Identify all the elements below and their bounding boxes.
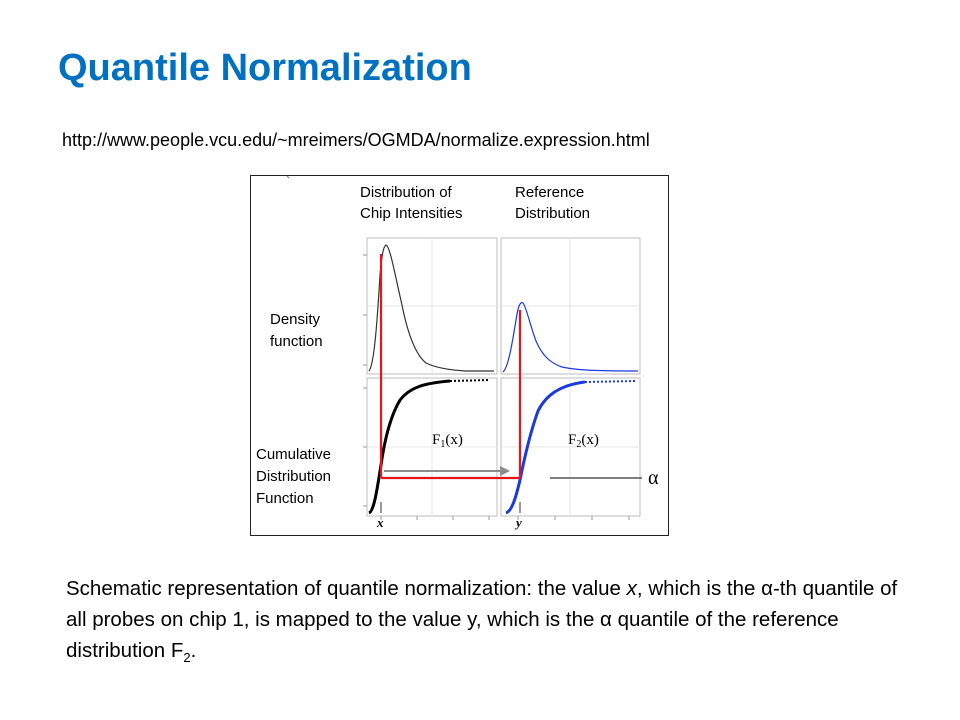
panel-reference-cdf bbox=[500, 377, 641, 517]
panel-chip-density bbox=[366, 237, 498, 375]
figure-caption: Schematic representation of quantile nor… bbox=[66, 577, 898, 666]
red-mapping-path bbox=[379, 254, 522, 480]
cdf-label-line1: Cumulative bbox=[256, 446, 331, 463]
chip-density-curve bbox=[368, 244, 494, 372]
quantile-normalization-figure: Distribution of Chip Intensities Referen… bbox=[250, 175, 669, 536]
density-label-line2: function bbox=[270, 333, 323, 350]
mapping-arrow-head bbox=[500, 466, 510, 476]
header-right-line1: Reference bbox=[515, 184, 584, 201]
cdf-label-line2: Distribution bbox=[256, 468, 331, 485]
reference-cdf-curve bbox=[505, 380, 586, 515]
slide-title: Quantile Normalization bbox=[58, 47, 472, 89]
header-left-line1: Distribution of bbox=[360, 184, 453, 201]
chip-cdf-tail bbox=[449, 379, 491, 382]
f2-label: F2(x) bbox=[568, 432, 599, 450]
reference-density-curve bbox=[502, 302, 639, 373]
figure-canvas: Distribution of Chip Intensities Referen… bbox=[250, 175, 669, 536]
reference-cdf-tail bbox=[584, 380, 637, 383]
y-label: y bbox=[514, 515, 522, 530]
cdf-label-line3: Function bbox=[256, 490, 314, 507]
header-left-line2: Chip Intensities bbox=[360, 205, 463, 222]
axis-ticks bbox=[363, 254, 630, 520]
density-label-line1: Density bbox=[270, 311, 321, 328]
chip-cdf-curve bbox=[368, 379, 451, 515]
x-label: x bbox=[376, 515, 384, 530]
corner-tick bbox=[286, 175, 290, 179]
source-url[interactable]: http://www.people.vcu.edu/~mreimers/OGMD… bbox=[62, 130, 650, 150]
panel-reference-density bbox=[500, 237, 641, 375]
panel-chip-cdf bbox=[366, 377, 498, 517]
f1-label: F1(x) bbox=[432, 432, 463, 450]
header-right-line2: Distribution bbox=[515, 205, 590, 222]
alpha-symbol: α bbox=[648, 467, 659, 489]
